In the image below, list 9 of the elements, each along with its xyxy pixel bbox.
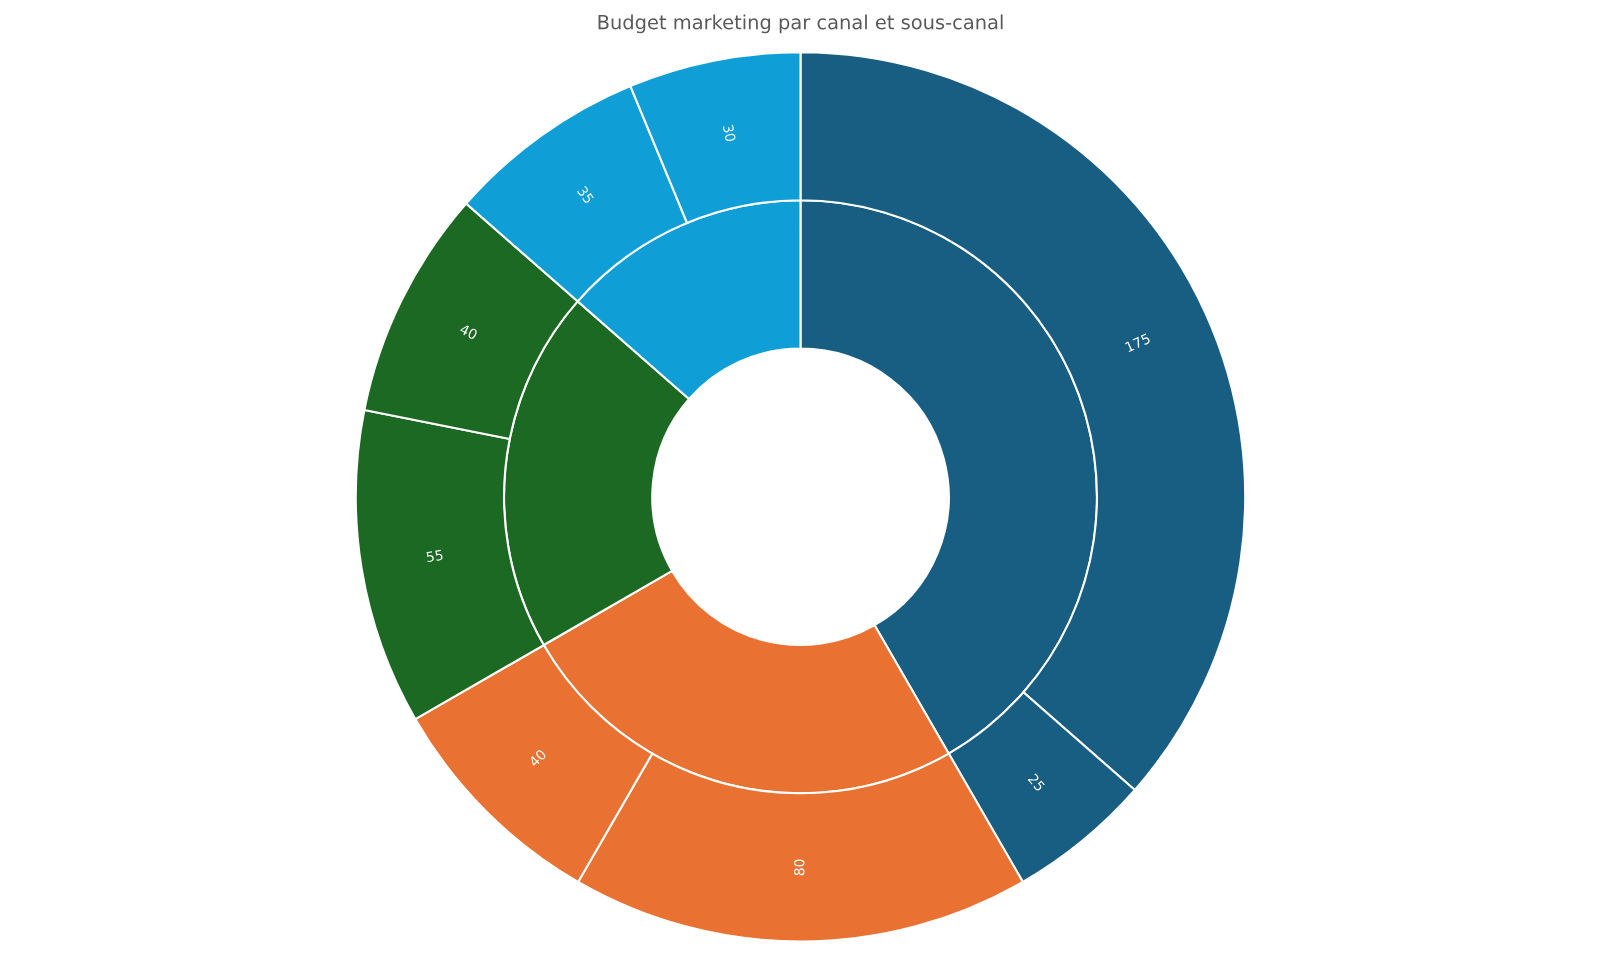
data-label: 35 <box>576 185 595 205</box>
chart-title: Budget marketing par canal et sous-canal <box>598 14 1003 34</box>
data-label: 175 <box>1124 333 1151 353</box>
data-label: 40 <box>459 323 479 341</box>
data-label: 80 <box>794 859 805 876</box>
data-label: 55 <box>426 549 444 563</box>
data-label: 40 <box>528 748 547 768</box>
data-label: 30 <box>722 124 737 142</box>
data-label: 25 <box>1027 773 1046 792</box>
